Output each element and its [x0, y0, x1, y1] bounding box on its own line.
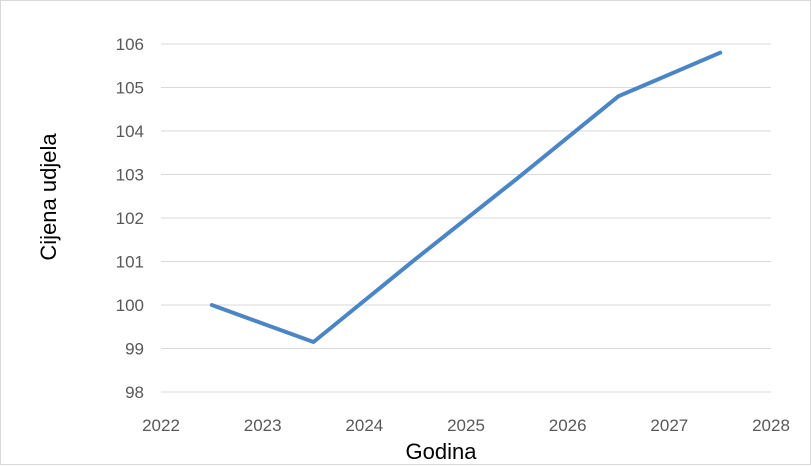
x-tick-label: 2025 — [447, 416, 485, 435]
y-tick-label: 99 — [125, 340, 144, 359]
x-tick-label: 2027 — [650, 416, 688, 435]
series-line — [212, 53, 720, 342]
y-tick-label: 101 — [116, 253, 144, 272]
y-tick-label: 103 — [116, 166, 144, 185]
y-tick-label: 106 — [116, 35, 144, 54]
x-axis-title: Godina — [406, 439, 478, 464]
y-tick-label: 104 — [116, 122, 144, 141]
y-tick-label: 98 — [125, 383, 144, 402]
x-tick-label: 2026 — [549, 416, 587, 435]
y-tick-label: 100 — [116, 296, 144, 315]
x-tick-label: 2028 — [752, 416, 790, 435]
x-axis-ticks: 2022 2023 2024 2025 2026 2027 2028 — [142, 416, 790, 435]
x-tick-label: 2022 — [142, 416, 180, 435]
y-axis-ticks: 98 99 100 101 102 103 104 105 106 — [116, 35, 144, 402]
x-tick-label: 2023 — [244, 416, 282, 435]
y-tick-label: 102 — [116, 209, 144, 228]
series-layer — [212, 53, 721, 342]
y-tick-label: 105 — [116, 79, 144, 98]
x-tick-label: 2024 — [345, 416, 383, 435]
y-axis-title: Cijena udjela — [36, 133, 61, 261]
